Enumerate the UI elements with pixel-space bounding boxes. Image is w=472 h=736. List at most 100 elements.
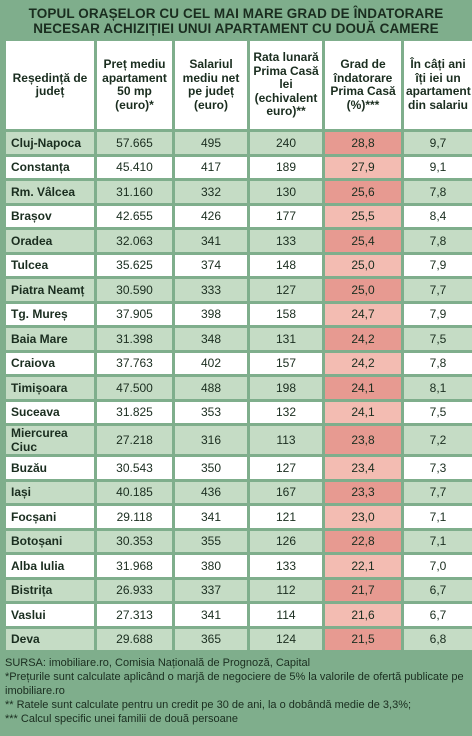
salary-cell: 337 — [175, 579, 247, 601]
city-cell: Brașov — [6, 205, 94, 227]
table-row: Brașov 42.655 426 177 25,5 8,4 — [6, 205, 472, 227]
price-cell: 40.185 — [97, 481, 172, 503]
rate-cell: 121 — [250, 506, 322, 528]
city-cell: Suceava — [6, 401, 94, 423]
city-cell: Cluj-Napoca — [6, 132, 94, 154]
price-cell: 26.933 — [97, 579, 172, 601]
footnote-calc: *** Calcul specific unei familii de două… — [5, 713, 238, 725]
source-notes: SURSA: imobiliare.ro, Comisia Națională … — [5, 656, 467, 726]
price-cell: 29.118 — [97, 506, 172, 528]
table-row: Cluj-Napoca 57.665 495 240 28,8 9,7 — [6, 132, 472, 154]
rate-cell: 157 — [250, 352, 322, 374]
salary-cell: 350 — [175, 457, 247, 479]
price-cell: 30.590 — [97, 279, 172, 301]
city-cell: Iași — [6, 481, 94, 503]
rate-cell: 158 — [250, 303, 322, 325]
column-header: Reședință de județ — [6, 41, 94, 129]
city-cell: Constanța — [6, 156, 94, 178]
salary-cell: 426 — [175, 205, 247, 227]
city-cell: Vaslui — [6, 604, 94, 626]
city-cell: Botoșani — [6, 530, 94, 552]
grade-cell: 21,6 — [325, 604, 401, 626]
salary-cell: 353 — [175, 401, 247, 423]
table-row: Iași 40.185 436 167 23,3 7,7 — [6, 481, 472, 503]
years-cell: 8,1 — [404, 377, 472, 399]
rate-cell: 131 — [250, 328, 322, 350]
city-cell: Baia Mare — [6, 328, 94, 350]
column-header: În câți ani îți iei un apartament din sa… — [404, 41, 472, 129]
grade-cell: 25,4 — [325, 230, 401, 252]
price-cell: 30.353 — [97, 530, 172, 552]
table-row: Tulcea 35.625 374 148 25,0 7,9 — [6, 254, 472, 276]
rate-cell: 167 — [250, 481, 322, 503]
rate-cell: 133 — [250, 230, 322, 252]
table-row: Constanța 45.410 417 189 27,9 9,1 — [6, 156, 472, 178]
grade-cell: 22,8 — [325, 530, 401, 552]
years-cell: 7,1 — [404, 530, 472, 552]
table-row: Timișoara 47.500 488 198 24,1 8,1 — [6, 377, 472, 399]
price-cell: 27.313 — [97, 604, 172, 626]
table-row: Rm. Vâlcea 31.160 332 130 25,6 7,8 — [6, 181, 472, 203]
table-row: Focșani 29.118 341 121 23,0 7,1 — [6, 506, 472, 528]
table-row: Buzău 30.543 350 127 23,4 7,3 — [6, 457, 472, 479]
table-row: Baia Mare 31.398 348 131 24,2 7,5 — [6, 328, 472, 350]
price-cell: 37.763 — [97, 352, 172, 374]
table-row: Suceava 31.825 353 132 24,1 7,5 — [6, 401, 472, 423]
years-cell: 7,8 — [404, 230, 472, 252]
city-cell: Timișoara — [6, 377, 94, 399]
salary-cell: 436 — [175, 481, 247, 503]
price-cell: 29.688 — [97, 628, 172, 650]
price-cell: 57.665 — [97, 132, 172, 154]
data-table: Reședință de județ Preț mediu apartament… — [3, 38, 472, 653]
years-cell: 7,7 — [404, 279, 472, 301]
city-cell: Buzău — [6, 457, 94, 479]
rate-cell: 130 — [250, 181, 322, 203]
years-cell: 7,8 — [404, 352, 472, 374]
salary-cell: 365 — [175, 628, 247, 650]
city-cell: Focșani — [6, 506, 94, 528]
table-row: Miercurea Ciuc 27.218 316 113 23,8 7,2 — [6, 426, 472, 454]
years-cell: 7,2 — [404, 426, 472, 454]
salary-cell: 332 — [175, 181, 247, 203]
column-header: Salariul mediu net pe județ (euro) — [175, 41, 247, 129]
rate-cell: 127 — [250, 279, 322, 301]
grade-cell: 22,1 — [325, 555, 401, 577]
grade-cell: 24,1 — [325, 377, 401, 399]
grade-cell: 24,1 — [325, 401, 401, 423]
city-cell: Bistrița — [6, 579, 94, 601]
price-cell: 31.968 — [97, 555, 172, 577]
grade-cell: 25,5 — [325, 205, 401, 227]
salary-cell: 341 — [175, 230, 247, 252]
years-cell: 6,8 — [404, 628, 472, 650]
salary-cell: 398 — [175, 303, 247, 325]
price-cell: 31.398 — [97, 328, 172, 350]
price-cell: 37.905 — [97, 303, 172, 325]
grade-cell: 21,7 — [325, 579, 401, 601]
title-line-1: TOPUL ORAȘELOR CU CEL MAI MARE GRAD DE Î… — [28, 6, 444, 21]
rate-cell: 113 — [250, 426, 322, 454]
rate-cell: 114 — [250, 604, 322, 626]
salary-cell: 380 — [175, 555, 247, 577]
years-cell: 7,8 — [404, 181, 472, 203]
years-cell: 8,4 — [404, 205, 472, 227]
table-row: Oradea 32.063 341 133 25,4 7,8 — [6, 230, 472, 252]
city-cell: Oradea — [6, 230, 94, 252]
grade-cell: 23,0 — [325, 506, 401, 528]
rate-cell: 126 — [250, 530, 322, 552]
years-cell: 7,7 — [404, 481, 472, 503]
years-cell: 7,5 — [404, 401, 472, 423]
grade-cell: 28,8 — [325, 132, 401, 154]
column-header: Grad de îndatorare Prima Casă (%)*** — [325, 41, 401, 129]
price-cell: 31.160 — [97, 181, 172, 203]
years-cell: 7,3 — [404, 457, 472, 479]
price-cell: 35.625 — [97, 254, 172, 276]
grade-cell: 23,4 — [325, 457, 401, 479]
rate-cell: 132 — [250, 401, 322, 423]
salary-cell: 355 — [175, 530, 247, 552]
grade-cell: 25,0 — [325, 279, 401, 301]
price-cell: 45.410 — [97, 156, 172, 178]
city-cell: Miercurea Ciuc — [6, 426, 94, 454]
salary-cell: 402 — [175, 352, 247, 374]
city-cell: Tulcea — [6, 254, 94, 276]
